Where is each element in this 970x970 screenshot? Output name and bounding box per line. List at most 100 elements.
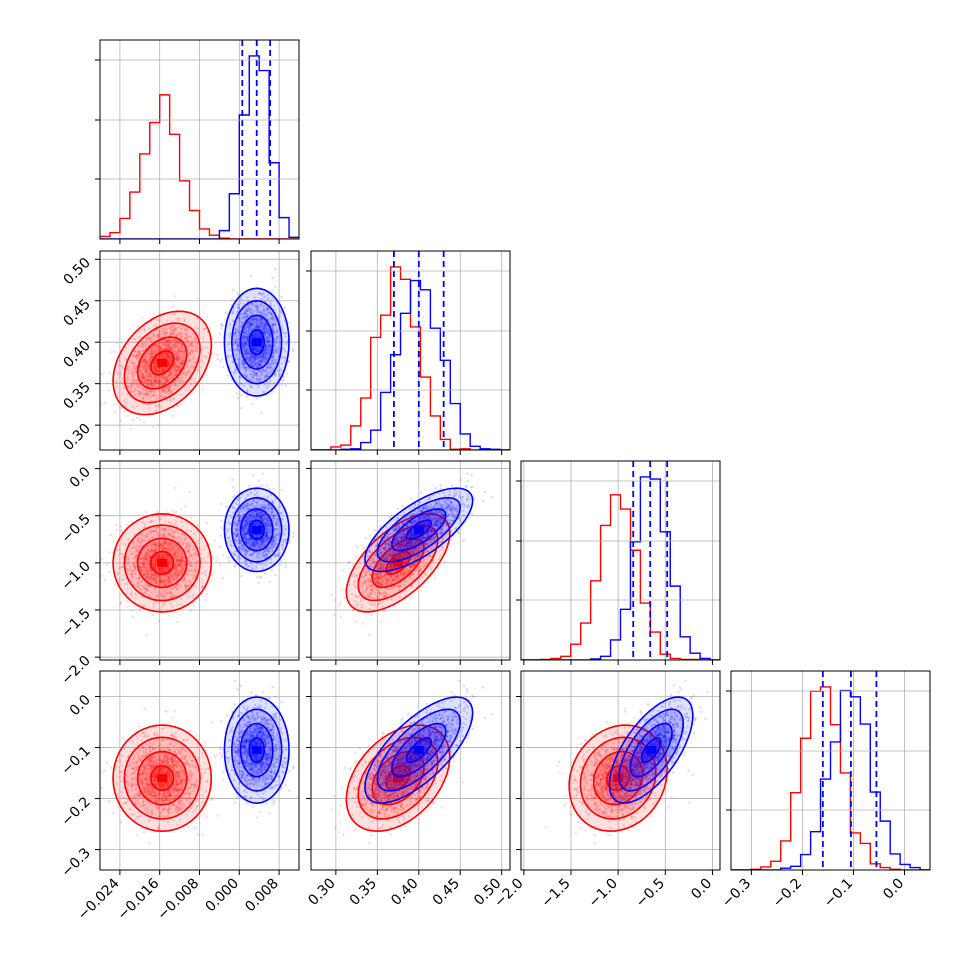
y-tick-label: 0.45: [60, 296, 93, 329]
scatter-point: [113, 403, 115, 405]
scatter-point: [108, 551, 110, 553]
scatter-point: [280, 488, 282, 490]
scatter-point: [240, 407, 242, 409]
scatter-point: [174, 487, 176, 489]
scatter-point: [216, 559, 218, 561]
scatter-point: [216, 354, 218, 356]
scatter-point: [125, 600, 127, 602]
scatter-point: [143, 421, 145, 423]
scatter-point: [219, 564, 221, 566]
scatter-point: [282, 379, 284, 381]
scatter-point: [196, 524, 198, 526]
scatter-point: [126, 524, 128, 526]
scatter-point: [219, 333, 221, 335]
scatter-point: [220, 358, 222, 360]
scatter-point: [260, 411, 262, 413]
scatter-point: [174, 295, 176, 297]
scatter-point: [115, 524, 117, 526]
scatter-point: [136, 417, 138, 419]
scatter-point: [157, 511, 159, 513]
scatter-point: [190, 609, 192, 611]
scatter-point: [100, 575, 102, 577]
scatter-point: [180, 403, 182, 405]
scatter-point: [271, 277, 273, 279]
scatter-point: [106, 383, 108, 385]
scatter-point: [283, 306, 285, 308]
scatter-point: [115, 342, 117, 344]
scatter-point: [231, 299, 233, 301]
scatter-point: [112, 350, 114, 352]
scatter-point: [108, 372, 110, 374]
y-tick-label: 0.50: [60, 255, 93, 288]
scatter-point: [173, 511, 175, 513]
scatter-point: [234, 495, 236, 497]
scatter-point: [176, 621, 178, 623]
scatter-point: [100, 403, 102, 405]
scatter-point: [127, 605, 129, 607]
panel-2-0: −2.0−1.5−1.0−0.50.0: [58, 461, 299, 688]
scatter-point: [139, 608, 141, 610]
scatter-point: [274, 268, 276, 270]
scatter-point: [184, 505, 186, 507]
scatter-point: [116, 529, 118, 531]
scatter-point: [285, 384, 287, 386]
scatter-point: [222, 554, 224, 556]
scatter-point: [168, 614, 170, 616]
scatter-point: [236, 293, 238, 295]
scatter-point: [83, 407, 85, 409]
scatter-point: [193, 605, 195, 607]
scatter-point: [101, 558, 103, 560]
scatter-point: [106, 564, 108, 566]
scatter-point: [108, 571, 110, 573]
scatter-point: [180, 508, 182, 510]
histogram-blue: [311, 281, 510, 450]
scatter-point: [206, 316, 208, 318]
scatter-point: [211, 580, 213, 582]
y-tick-label: 0.30: [60, 421, 93, 454]
scatter-point: [188, 491, 190, 493]
scatter-point: [217, 358, 219, 360]
scatter-point: [205, 599, 207, 601]
scatter-point: [114, 411, 116, 413]
scatter-point: [158, 620, 160, 622]
scatter-point: [288, 322, 290, 324]
scatter-point: [114, 584, 116, 586]
scatter-point: [132, 616, 134, 618]
scatter-point: [112, 540, 114, 542]
scatter-point: [120, 407, 122, 409]
scatter-point: [120, 525, 122, 527]
scatter-point: [256, 397, 258, 399]
scatter-point: [237, 397, 239, 399]
scatter-point: [274, 286, 276, 288]
scatter-point: [152, 426, 154, 428]
scatter-point: [219, 546, 221, 548]
scatter-point: [137, 325, 139, 327]
scatter-point: [132, 419, 134, 421]
panel-plot-area: [83, 268, 295, 431]
scatter-point: [232, 496, 234, 498]
scatter-point: [104, 579, 106, 581]
scatter-point: [120, 420, 122, 422]
scatter-point: [220, 323, 222, 325]
scatter-point: [101, 373, 103, 375]
scatter-point: [110, 351, 112, 353]
scatter-point: [292, 348, 294, 350]
scatter-point: [190, 516, 192, 518]
density-peak: [252, 338, 262, 346]
scatter-point: [231, 479, 233, 481]
panel-plot-area: [83, 472, 295, 636]
scatter-point: [250, 275, 252, 277]
scatter-point: [214, 353, 216, 355]
scatter-point: [130, 610, 132, 612]
panel-plot-area: [311, 251, 510, 450]
scatter-point: [222, 577, 224, 579]
panel-1-0: 0.300.350.400.450.50: [60, 251, 299, 455]
scatter-point: [236, 392, 238, 394]
scatter-point: [210, 327, 212, 329]
density-peak: [157, 359, 167, 367]
scatter-point: [225, 311, 227, 313]
scatter-point: [222, 366, 224, 368]
scatter-point: [226, 374, 228, 376]
scatter-point: [175, 511, 177, 513]
